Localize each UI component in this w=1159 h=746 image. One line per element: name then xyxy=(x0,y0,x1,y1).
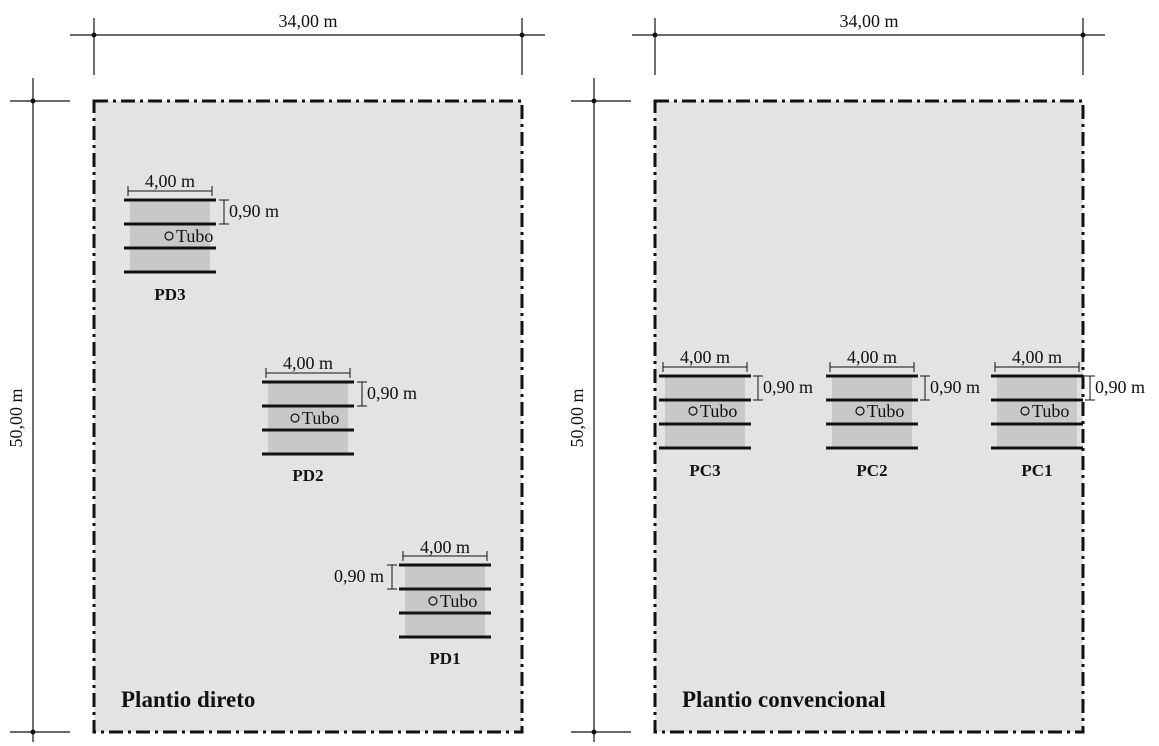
plot-width-label: 4,00 m xyxy=(847,347,897,367)
plot-area xyxy=(268,382,348,454)
width-dimension-left: 34,00 m xyxy=(70,11,545,75)
height-label-left: 50,00 m xyxy=(6,388,26,447)
tube-icon xyxy=(290,413,300,423)
width-label-right: 34,00 m xyxy=(839,11,898,31)
panel-title-left: Plantio direto xyxy=(121,687,255,712)
plot-width-label: 4,00 m xyxy=(420,537,470,557)
plot-area xyxy=(130,200,210,272)
plot-pd1: 4,00 m 0,90 m Tubo PD1 xyxy=(334,537,491,668)
tube-icon xyxy=(688,406,698,416)
plot-pd3: 4,00 m 0,90 m Tubo PD3 xyxy=(124,171,279,304)
plot-area xyxy=(405,565,485,637)
row-spacing-label: 0,90 m xyxy=(334,566,384,586)
row-spacing-label: 0,90 m xyxy=(367,383,417,403)
plot-name: PC1 xyxy=(1021,461,1052,480)
row-spacing-label: 0,90 m xyxy=(763,377,813,397)
plot-name: PD2 xyxy=(292,466,323,485)
plot-name: PC2 xyxy=(856,461,887,480)
tube-label: Tubo xyxy=(867,401,904,421)
width-label-left: 34,00 m xyxy=(278,11,337,31)
plot-width-label: 4,00 m xyxy=(680,347,730,367)
tube-label: Tubo xyxy=(1032,401,1069,421)
plot-name: PC3 xyxy=(689,461,720,480)
row-spacing-label: 0,90 m xyxy=(930,377,980,397)
plot-width-label: 4,00 m xyxy=(283,353,333,373)
plot-pc1: 4,00 m 0,90 m Tubo PC1 xyxy=(991,347,1145,480)
plot-width-label: 4,00 m xyxy=(145,171,195,191)
tube-label: Tubo xyxy=(440,591,477,611)
plot-name: PD1 xyxy=(429,649,460,668)
panel-title-right: Plantio convencional xyxy=(682,687,886,712)
tube-icon xyxy=(428,596,438,606)
plot-area xyxy=(665,376,745,448)
row-spacing-label: 0,90 m xyxy=(229,201,279,221)
plot-pc3: 4,00 m 0,90 m Tubo PC3 xyxy=(659,347,813,480)
plot-pd2: 4,00 m 0,90 m Tubo PD2 xyxy=(262,353,417,485)
height-dimension-right: 50,00 m xyxy=(567,78,631,742)
panel-plantio-convencional: 34,00 m 50,00 m 4,00 m 0,90 m xyxy=(567,11,1145,742)
tube-label: Tubo xyxy=(700,401,737,421)
plot-area xyxy=(997,376,1077,448)
field-border-left xyxy=(92,99,524,734)
height-dimension-left: 50,00 m xyxy=(6,78,70,742)
plot-area xyxy=(832,376,912,448)
tube-label: Tubo xyxy=(176,226,213,246)
tube-icon xyxy=(855,406,865,416)
plot-width-label: 4,00 m xyxy=(1012,347,1062,367)
height-label-right: 50,00 m xyxy=(567,388,587,447)
width-dimension-right: 34,00 m xyxy=(632,11,1105,75)
tube-label: Tubo xyxy=(302,408,339,428)
plot-pc2: 4,00 m 0,90 m Tubo PC2 xyxy=(826,347,980,480)
panel-plantio-direto: 34,00 m 50,00 m 4,00 m 0,90 m xyxy=(6,11,545,742)
field-border-right xyxy=(653,99,1085,734)
tube-icon xyxy=(164,231,174,241)
row-spacing-label: 0,90 m xyxy=(1095,377,1145,397)
tube-icon xyxy=(1020,406,1030,416)
plot-name: PD3 xyxy=(154,285,185,304)
